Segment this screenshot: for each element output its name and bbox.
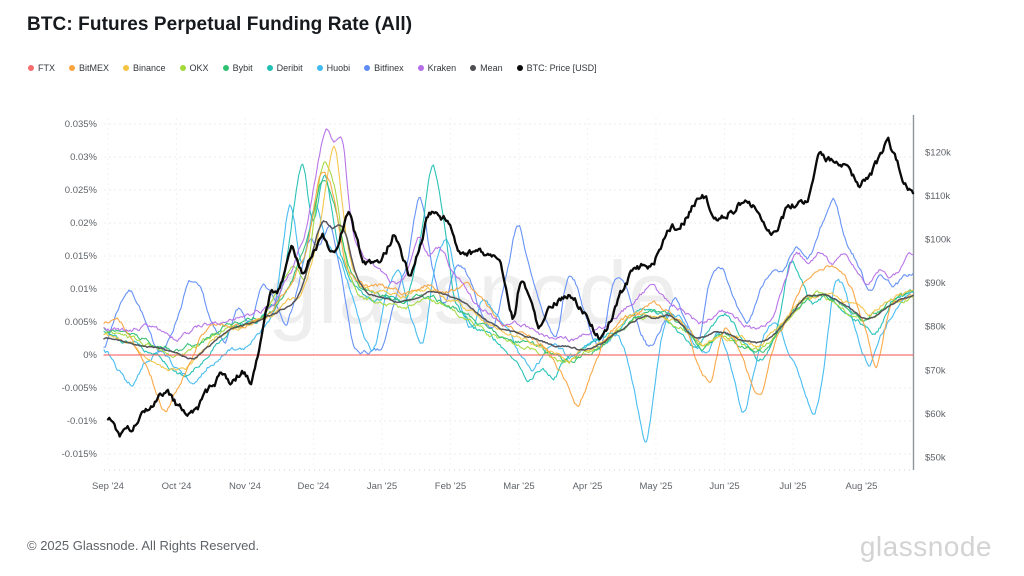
- x-axis-month-label: Dec '24: [298, 481, 330, 492]
- x-axis-month-label: Feb '25: [435, 481, 466, 492]
- legend-label: Bitfinex: [374, 63, 404, 73]
- legend-label: Mean: [480, 63, 503, 73]
- legend-label: Kraken: [427, 63, 457, 73]
- copyright-text: © 2025 Glassnode. All Rights Reserved.: [27, 538, 260, 553]
- x-axis-month-label: Apr '25: [573, 481, 603, 492]
- series-line-deribit: [103, 163, 914, 383]
- legend-label: Huobi: [326, 63, 351, 73]
- left-axis-tick-label: 0.03%: [70, 152, 97, 163]
- x-axis-month-label: Jan '25: [367, 481, 397, 492]
- legend-item-kraken[interactable]: Kraken: [417, 63, 457, 73]
- x-axis-month-label: Mar '25: [503, 481, 534, 492]
- left-axis-tick-label: 0.01%: [70, 284, 97, 295]
- legend-label: Deribit: [276, 63, 303, 73]
- x-axis-month-label: Sep '24: [92, 481, 124, 492]
- series-line-bitfinex: [103, 196, 914, 355]
- right-axis-tick-label: $80k: [925, 322, 946, 333]
- legend-dot-icon: [364, 65, 371, 71]
- right-axis-tick-label: $50k: [925, 453, 946, 464]
- left-axis-tick-label: -0.01%: [67, 416, 98, 427]
- legend-label: Binance: [133, 63, 166, 73]
- left-axis-tick-label: -0.015%: [62, 449, 98, 460]
- legend-item-ftx[interactable]: FTX: [28, 63, 55, 73]
- left-axis-tick-label: 0.005%: [65, 317, 98, 328]
- right-axis-tick-label: $90k: [925, 278, 946, 289]
- left-axis-tick-label: 0.02%: [70, 218, 97, 229]
- legend-label: FTX: [38, 63, 55, 73]
- legend-item-btc-price-usd[interactable]: BTC: Price [USD]: [516, 63, 597, 73]
- legend-dot-icon: [123, 65, 130, 71]
- right-axis-tick-label: $70k: [925, 365, 946, 376]
- legend-dot-icon: [179, 65, 186, 71]
- series-line-mean: [103, 220, 914, 360]
- x-axis-month-label: Nov '24: [229, 481, 261, 492]
- left-axis-tick-label: 0.025%: [65, 185, 98, 196]
- legend-dot-icon: [222, 65, 229, 71]
- x-axis-month-label: Aug '25: [846, 481, 878, 492]
- glassnode-logo: glassnode: [859, 531, 992, 562]
- right-axis-tick-label: $120k: [925, 147, 951, 158]
- x-axis-month-label: Jun '25: [709, 481, 739, 492]
- right-axis-tick-label: $110k: [925, 191, 950, 202]
- series-line-kraken: [103, 128, 914, 343]
- chart-legend: FTX BitMEX Binance OKX Bybit Deribit Huobi Bitf…: [28, 63, 597, 73]
- left-axis-tick-label: -0.005%: [62, 383, 98, 394]
- chart-canvas[interactable]: 0.035% 0.03% 0.025% 0.02% 0.015% 0.01% 0.005% 0…: [0, 0, 1024, 520]
- legend-item-bybit[interactable]: Bybit: [222, 63, 253, 73]
- legend-dot-icon: [516, 65, 523, 71]
- legend-dot-icon: [316, 65, 323, 71]
- series-line-binance: [103, 145, 914, 372]
- legend-item-okx[interactable]: OKX: [179, 63, 209, 73]
- legend-item-mean[interactable]: Mean: [470, 63, 503, 73]
- legend-dot-icon: [470, 65, 477, 71]
- legend-item-binance[interactable]: Binance: [123, 63, 166, 73]
- legend-dot-icon: [28, 65, 34, 71]
- legend-label: Bybit: [232, 63, 253, 73]
- right-axis-tick-label: $100k: [925, 235, 951, 246]
- series-line-btc-price-usd: [106, 136, 915, 438]
- right-axis-tick-label: $60k: [925, 409, 946, 420]
- legend-item-deribit[interactable]: Deribit: [266, 63, 303, 73]
- legend-label: OKX: [189, 63, 209, 73]
- series-line-huobi: [103, 204, 914, 443]
- left-axis-tick-label: 0%: [83, 350, 97, 361]
- x-axis-month-label: May '25: [640, 481, 673, 492]
- legend-dot-icon: [266, 65, 273, 71]
- legend-dot-icon: [417, 65, 424, 71]
- legend-dot-icon: [69, 65, 75, 71]
- left-axis-tick-label: 0.035%: [65, 119, 98, 130]
- left-axis-tick-label: 0.015%: [65, 251, 98, 262]
- series-group: [103, 128, 915, 443]
- series-line-bybit: [103, 180, 914, 364]
- legend-label: BTC: Price [USD]: [526, 63, 597, 73]
- x-axis-month-label: Oct '24: [162, 481, 192, 492]
- legend-label: BitMEX: [79, 63, 110, 73]
- chart-title: BTC: Futures Perpetual Funding Rate (All…: [27, 14, 413, 35]
- legend-item-huobi[interactable]: Huobi: [316, 63, 351, 73]
- legend-item-bitmex[interactable]: BitMEX: [69, 63, 109, 73]
- legend-item-bitfinex[interactable]: Bitfinex: [364, 63, 404, 73]
- x-axis-month-label: Jul '25: [779, 481, 806, 492]
